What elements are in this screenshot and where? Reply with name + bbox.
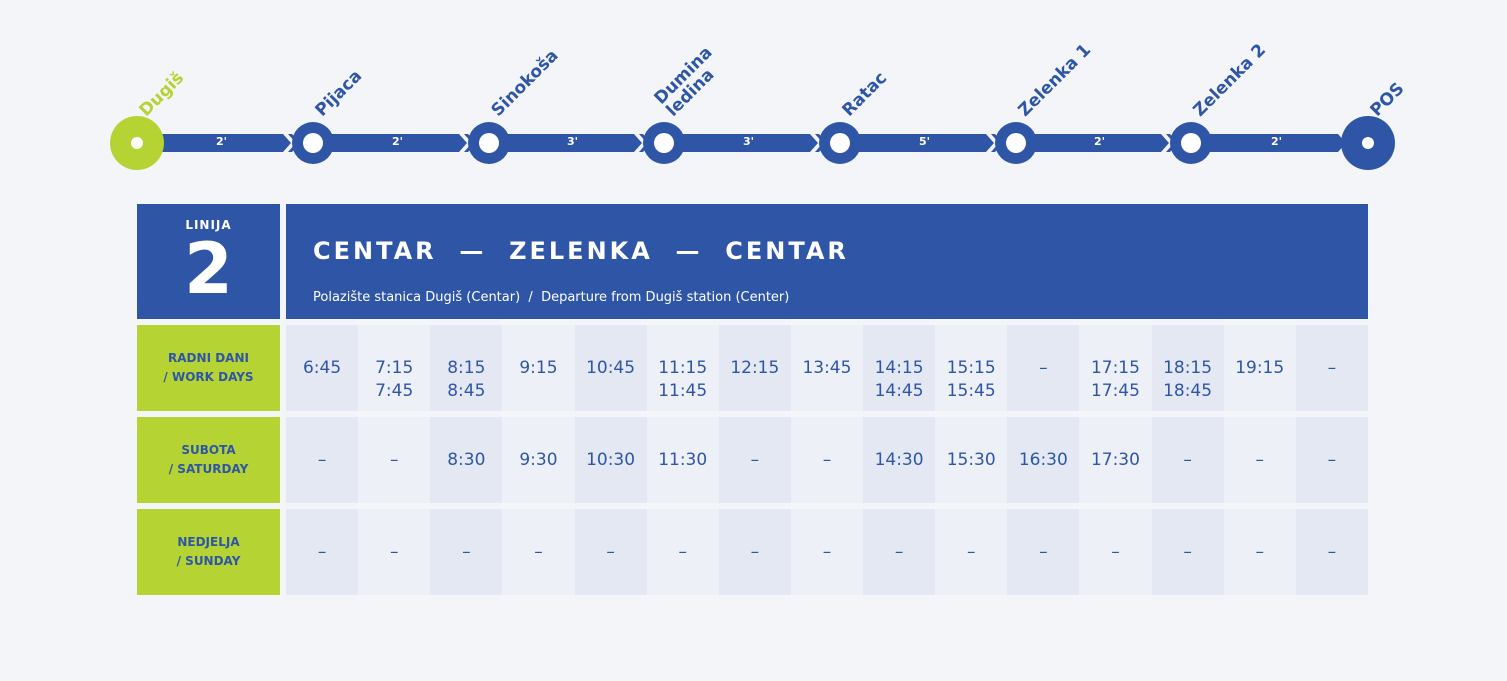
route-segment [1201, 134, 1346, 152]
departure-time-cell: 14:15 14:45 [863, 325, 936, 411]
route-diagram [110, 116, 1395, 170]
departure-time-cell: – [1007, 325, 1080, 411]
departure-time-cell: – [1295, 325, 1368, 411]
route-title-box: CENTAR — ZELENKA — CENTAR Polazište stan… [286, 204, 1368, 319]
travel-time-label: 2' [216, 135, 228, 148]
departure-time-cell: – [574, 509, 647, 595]
line-number-box: LINIJA 2 [137, 204, 280, 319]
travel-time-label: 2' [1094, 135, 1106, 148]
departure-time-cell: 16:30 [1007, 417, 1080, 503]
departure-time-cell: 8:15 8:45 [430, 325, 503, 411]
travel-time-label: 2' [1271, 135, 1283, 148]
departure-time-cell: 14:30 [863, 417, 936, 503]
travel-time-label: 5' [919, 135, 931, 148]
station-dot [1006, 133, 1026, 153]
departure-time-cell: – [1223, 509, 1296, 595]
departure-time-cell: 11:30 [646, 417, 719, 503]
departure-time-cell: – [1295, 509, 1368, 595]
route-segment [323, 134, 467, 152]
departure-time-cell: – [358, 509, 431, 595]
schedule-row: RADNI DANI / WORK DAYS 6:45 7:15 7:45 8:15 … [137, 325, 1368, 411]
schedule-row: NEDJELJA / SUNDAY – – – – – – – – – – – – – – – [137, 509, 1368, 595]
departure-time-cell: – [718, 509, 791, 595]
departure-time-cell: – [502, 509, 575, 595]
station-dot [654, 133, 674, 153]
departure-time-cell: 19:15 [1223, 325, 1296, 411]
route-segment [850, 134, 994, 152]
departure-time-cell: – [430, 509, 503, 595]
departure-time-cell: 15:15 15:45 [935, 325, 1008, 411]
departure-time-cell: 9:30 [502, 417, 575, 503]
departure-time-cell: 15:30 [935, 417, 1008, 503]
schedule-row: SUBOTA / SATURDAY – –8:30 9:30 10:30 11:30– –1… [137, 417, 1368, 503]
day-label: SUBOTA / SATURDAY [137, 417, 280, 503]
departure-time-cell: 17:30 [1079, 417, 1152, 503]
station-dot [479, 133, 499, 153]
departure-time-cell: 12:15 [718, 325, 791, 411]
day-label: RADNI DANI / WORK DAYS [137, 325, 280, 411]
timetable: LINIJA 2 CENTAR — ZELENKA — CENTAR Polaz… [137, 204, 1368, 595]
departure-time-cell: – [1223, 417, 1296, 503]
departure-time-cell: – [790, 509, 863, 595]
route-segment [147, 134, 291, 152]
station-dot [830, 133, 850, 153]
line-number: 2 [184, 228, 233, 310]
departure-time-cell: – [646, 509, 719, 595]
station-dot [1362, 137, 1374, 149]
time-cells: – –8:30 9:30 10:30 11:30– –14:30 15:30 16:30 17:… [286, 417, 1368, 503]
departure-time-cell: 17:15 17:45 [1079, 325, 1152, 411]
departure-time-cell: – [358, 417, 431, 503]
departure-time-cell: 6:45 [286, 325, 359, 411]
departure-time-cell: – [718, 417, 791, 503]
departure-time-cell: 10:30 [574, 417, 647, 503]
departure-time-cell: 13:45 [790, 325, 863, 411]
departure-time-cell: 9:15 [502, 325, 575, 411]
route-title: CENTAR — ZELENKA — CENTAR [313, 237, 849, 265]
departure-time-cell: 18:15 18:45 [1151, 325, 1224, 411]
travel-time-label: 3' [567, 135, 579, 148]
departure-time-cell: – [1007, 509, 1080, 595]
route-segment [499, 134, 642, 152]
departure-time-cell: 10:45 [574, 325, 647, 411]
departure-time-cell: – [1151, 417, 1224, 503]
station-dot [1181, 133, 1201, 153]
line-label: LINIJA [185, 218, 232, 232]
departure-time-cell: – [935, 509, 1008, 595]
departure-time-cell: – [863, 509, 936, 595]
departure-time-cell: 11:15 11:45 [646, 325, 719, 411]
departure-time-cell: 8:30 [430, 417, 503, 503]
station-dot [131, 137, 143, 149]
time-cells: – – – – – – – – – – – – – – – [286, 509, 1368, 595]
schedule-rows: RADNI DANI / WORK DAYS 6:45 7:15 7:45 8:15 … [137, 325, 1368, 595]
departure-time-cell: – [1079, 509, 1152, 595]
timetable-header: LINIJA 2 CENTAR — ZELENKA — CENTAR Polaz… [137, 204, 1368, 319]
day-label: NEDJELJA / SUNDAY [137, 509, 280, 595]
departure-time-cell: – [286, 509, 359, 595]
route-segment [674, 134, 818, 152]
travel-time-label: 2' [392, 135, 404, 148]
time-cells: 6:45 7:15 7:45 8:15 8:45 9:15 10:45 11:15 11:… [286, 325, 1368, 411]
route-segment [1026, 134, 1169, 152]
departure-time-cell: – [790, 417, 863, 503]
departure-time-cell: – [1295, 417, 1368, 503]
departure-note: Polazište stanica Dugiš (Centar) / Depar… [313, 290, 790, 305]
travel-time-label: 3' [743, 135, 755, 148]
departure-time-cell: – [286, 417, 359, 503]
departure-time-cell: – [1151, 509, 1224, 595]
station-dot [303, 133, 323, 153]
departure-time-cell: 7:15 7:45 [358, 325, 431, 411]
